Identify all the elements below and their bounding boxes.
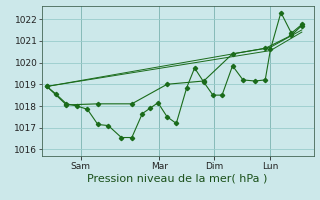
X-axis label: Pression niveau de la mer( hPa ): Pression niveau de la mer( hPa ) [87, 173, 268, 183]
